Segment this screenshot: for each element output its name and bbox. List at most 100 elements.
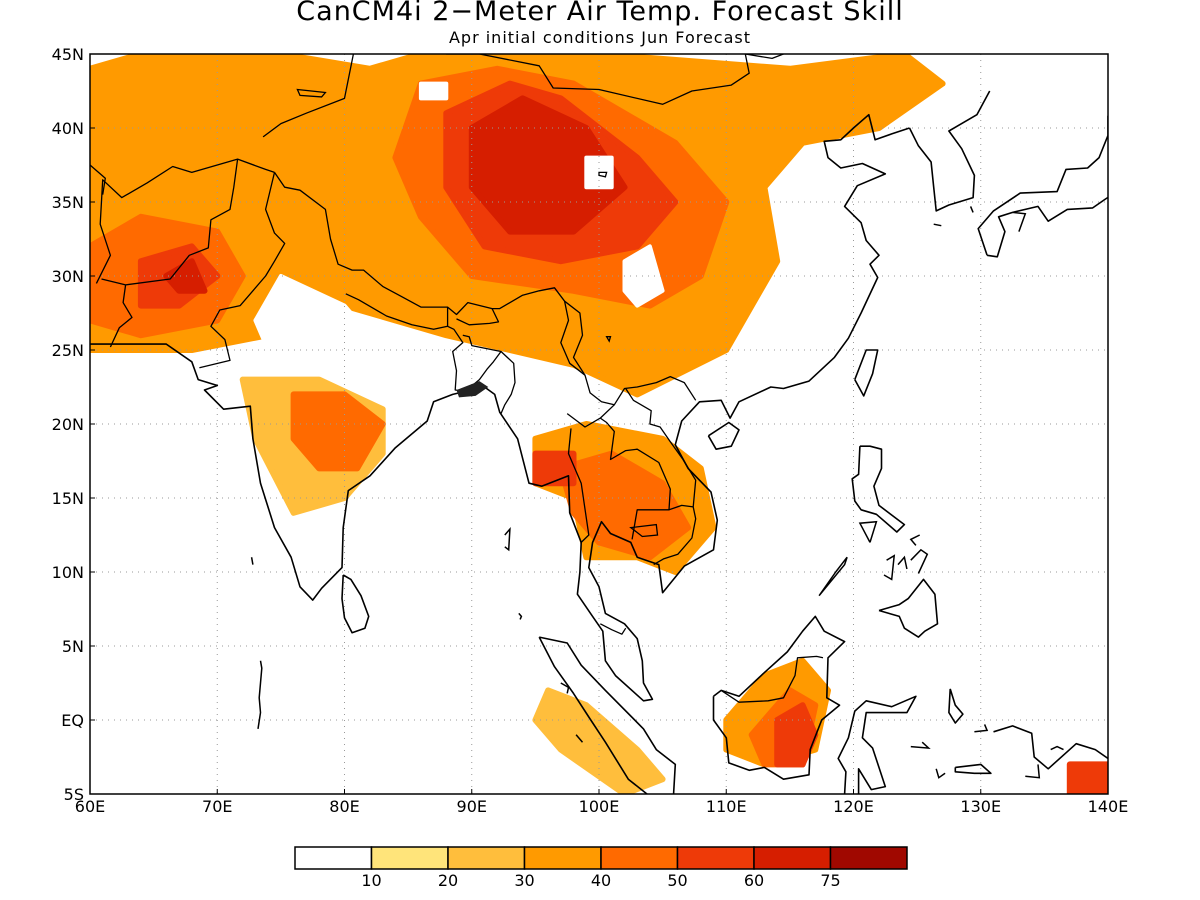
skill-region <box>290 391 386 472</box>
border-borneo-border <box>720 655 824 703</box>
colorbar-swatch <box>447 846 526 870</box>
border-pak-india <box>199 172 286 369</box>
border-iran-turkm <box>90 164 106 195</box>
island-outline <box>910 548 929 574</box>
axis-labels: 60E 70E 80E 90E 100E 110E 120E 130E 140E 45N 40N 35… <box>52 45 1129 816</box>
lake-outline <box>598 171 608 178</box>
x-tick-label: 90E <box>457 797 487 816</box>
colorbar-label: 10 <box>361 871 381 890</box>
coastline-seram <box>954 763 992 775</box>
colorbar-label: 50 <box>667 871 687 890</box>
border-afghan-pak <box>101 159 239 286</box>
coastline-sumatra <box>538 636 677 794</box>
colorbar-swatch <box>294 846 373 870</box>
island-outline <box>1025 764 1041 779</box>
coastline-korea <box>908 90 991 212</box>
x-tick-label: 70E <box>202 797 232 816</box>
chart-title: CanCM4i 2−Meter Air Temp. Forecast Skill <box>296 0 904 27</box>
skill-region <box>532 450 577 487</box>
island-outline <box>560 682 570 694</box>
border-china-west <box>262 54 355 138</box>
lake-outline <box>296 88 327 98</box>
x-tick-label: 100E <box>579 797 620 816</box>
x-tick-label: 120E <box>833 797 874 816</box>
colorbar-label: 60 <box>744 871 764 890</box>
island-outline <box>935 768 946 779</box>
lake-outline <box>629 523 659 538</box>
low-skill-region <box>622 244 665 308</box>
island-outline <box>668 806 673 808</box>
island-outline <box>504 526 511 552</box>
colorbar-swatch <box>523 846 602 870</box>
border-bhutan <box>456 308 500 326</box>
border-malay-thai <box>600 623 627 635</box>
island-outline <box>764 809 781 816</box>
island-outline <box>969 206 974 213</box>
island-outline <box>250 557 254 565</box>
coastline-mindanao <box>878 578 939 638</box>
colorbar-label: 40 <box>591 871 611 890</box>
y-tick-label: 5N <box>62 637 84 656</box>
border-burma-china <box>560 301 586 376</box>
coastline-luzon <box>851 445 906 533</box>
border-mongolia <box>445 54 786 105</box>
y-tick-label: 35N <box>52 193 84 212</box>
coastline-ceylon <box>341 574 370 634</box>
border-burma-india <box>499 351 516 415</box>
x-tick-label: 110E <box>706 797 747 816</box>
skill-region <box>557 450 692 561</box>
island-outline <box>818 556 848 597</box>
island-outline <box>910 741 931 750</box>
y-tick-label: EQ <box>61 711 84 730</box>
y-tick-label: 15N <box>52 489 84 508</box>
x-tick-label: 60E <box>75 797 105 816</box>
skill-shading-layer <box>90 54 1108 794</box>
border-afghan <box>95 158 275 284</box>
colorbar-swatch <box>829 846 908 870</box>
y-tick-label: 40N <box>52 119 84 138</box>
delta-shading <box>456 381 489 398</box>
island-outline <box>909 534 921 546</box>
y-tick-label: 20N <box>52 415 84 434</box>
y-tick-label: 10N <box>52 563 84 582</box>
skill-region <box>1066 761 1108 794</box>
coastline-newguinea <box>993 725 1108 770</box>
border-iran-pak <box>109 284 133 348</box>
island-outline <box>933 223 942 227</box>
y-tick-label: 25N <box>52 341 84 360</box>
island-outline <box>575 734 584 743</box>
border-laos-vn <box>625 388 697 566</box>
lake-outline <box>605 336 612 343</box>
colorbar-swatch <box>600 846 679 870</box>
skill-region <box>163 258 208 294</box>
island-outline <box>883 554 896 581</box>
border-himalaya <box>273 172 697 406</box>
island-outline <box>858 520 878 543</box>
skill-region <box>532 687 666 794</box>
x-tick-label: 130E <box>960 797 1001 816</box>
colorbar-swatch <box>370 846 449 870</box>
x-tick-label: 80E <box>329 797 359 816</box>
coastline-sulawesi <box>837 695 917 794</box>
colorbar-swatch <box>753 846 832 870</box>
island-outline <box>974 724 989 733</box>
colorbar-swatch <box>676 846 755 870</box>
island-outline <box>518 612 523 620</box>
island-outline <box>1050 745 1064 751</box>
y-tick-label: 45N <box>52 45 84 64</box>
x-tick-label: 140E <box>1088 797 1129 816</box>
y-tick-label: 30N <box>52 267 84 286</box>
low-skill-region <box>418 81 449 101</box>
skill-region <box>468 95 628 235</box>
border-burma-thai-s <box>567 428 590 543</box>
border-laos-china <box>599 404 615 419</box>
colorbar-label: 30 <box>514 871 534 890</box>
coastline-hainan <box>707 421 740 451</box>
coastline-india <box>90 113 910 702</box>
colorbar: 10 20 30 40 50 60 75 <box>294 846 908 890</box>
low-skill-region <box>253 274 372 367</box>
coastline-halmahera <box>948 688 964 724</box>
coastline-japan <box>977 115 1108 258</box>
island-outline <box>1012 211 1027 232</box>
